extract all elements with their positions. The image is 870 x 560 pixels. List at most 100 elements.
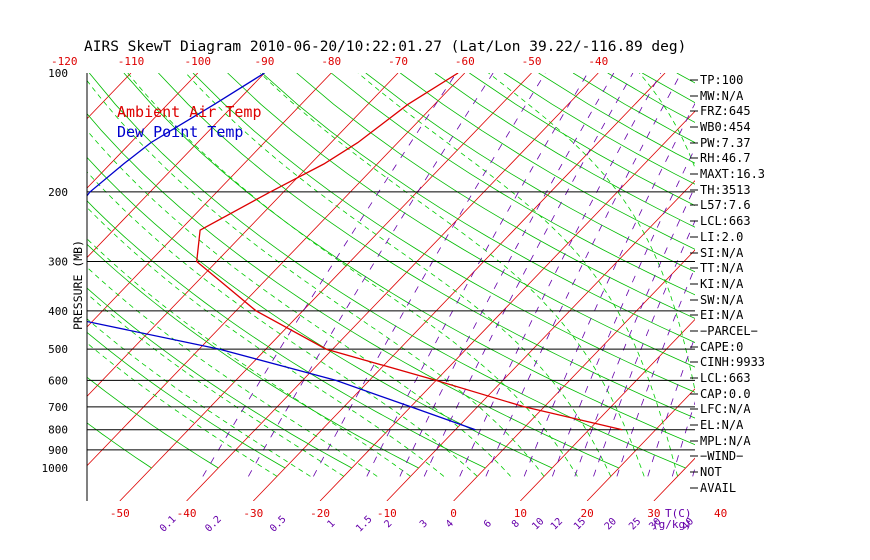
mixing-ratio-line	[523, 102, 695, 477]
dry-adiabat-line	[469, 73, 695, 207]
dry-adiabat-line	[87, 422, 152, 469]
legend-dew-point-temp: Dew Point Temp	[117, 123, 243, 141]
mixing-ratio-tick-label: 3	[418, 518, 430, 530]
index-label: MPL:N/A	[700, 434, 751, 448]
top-temp-tick-label: -40	[588, 55, 608, 68]
dry-adiabat-line	[261, 73, 695, 343]
isotherm-line	[87, 73, 265, 259]
mixing-ratio-tick-label: 0.1	[158, 514, 179, 535]
pressure-tick-label: 1000	[42, 462, 69, 475]
mixing-ratio-tick-label: 10	[530, 516, 546, 532]
index-label: AVAIL	[700, 481, 736, 495]
pressure-tick-label: 100	[48, 67, 68, 80]
pressure-tick-label: 500	[48, 343, 68, 356]
index-label: LFC:N/A	[700, 402, 751, 416]
bottom-temp-tick-label: 20	[580, 507, 593, 520]
index-label: MW:N/A	[700, 89, 744, 103]
index-label: FRZ:645	[700, 104, 751, 118]
dry-adiabat-line	[87, 113, 620, 469]
moist-adiabat-line	[259, 73, 645, 477]
moist-adiabat-line	[185, 73, 612, 477]
pressure-tick-label: 800	[48, 424, 68, 437]
top-temp-tick-label: -70	[388, 55, 408, 68]
bottom-temp-tick-label: 0	[450, 507, 457, 520]
mixing-ratio-line	[366, 73, 589, 477]
dry-adiabat-line	[400, 73, 695, 250]
mixing-ratio-line	[552, 147, 695, 477]
dry-adiabat-line	[87, 331, 286, 469]
top-temp-tick-label: -120	[51, 55, 78, 68]
top-temp-tick-label: -50	[522, 55, 542, 68]
mixing-ratio-line	[423, 73, 634, 477]
isotherm-line	[0, 73, 64, 501]
bottom-temp-tick-label: 30	[647, 507, 660, 520]
dry-adiabat-line	[296, 73, 695, 319]
isotherm-line	[453, 249, 695, 501]
bottom-temp-tick-label: 10	[514, 507, 527, 520]
mixing-ratio-tick-label: 2	[383, 518, 395, 530]
dry-adiabat-line	[87, 376, 219, 469]
mixing-ratio-tick-label: 25	[627, 516, 643, 532]
isotherm-line	[87, 73, 199, 189]
index-label: TT:N/A	[700, 261, 744, 275]
pressure-tick-label: 200	[48, 186, 68, 199]
dry-adiabat-line	[158, 73, 695, 419]
index-label: KI:N/A	[700, 277, 744, 291]
mixing-ratio-line	[313, 73, 546, 477]
top-temp-tick-label: -90	[255, 55, 275, 68]
mixing-ratio-tick-label: 6	[482, 518, 494, 530]
moist-adiabat-line	[87, 342, 278, 477]
x-axis-label-temp: T(C)	[665, 507, 692, 520]
moist-adiabat-line	[87, 129, 511, 477]
pressure-tick-label: 600	[48, 374, 68, 387]
index-label: LCL:663	[700, 371, 751, 385]
bottom-temp-tick-label: -30	[243, 507, 263, 520]
mixing-ratio-tick-label: 1.5	[354, 514, 375, 535]
dry-adiabat-line	[87, 156, 553, 469]
top-temp-tick-label: -110	[118, 55, 145, 68]
mixing-ratio-tick-label: 20	[603, 516, 619, 532]
pressure-tick-label: 300	[48, 255, 68, 268]
isotherm-line	[854, 73, 870, 501]
mixing-ratio-line	[647, 335, 695, 477]
legend-ambient-air-temp: Ambient Air Temp	[117, 103, 262, 121]
mixing-ratio-tick-label: 1	[325, 518, 337, 530]
index-label: NOT	[700, 465, 722, 479]
index-label: RH:46.7	[700, 151, 751, 165]
pressure-tick-label: 700	[48, 401, 68, 414]
index-label: CAP:0.0	[700, 387, 751, 401]
isotherm-line	[653, 457, 695, 501]
index-label: LI:2.0	[700, 230, 743, 244]
mixing-ratio-line	[399, 73, 615, 477]
isotherm-line	[87, 73, 332, 328]
mixing-ratio-line	[248, 73, 494, 477]
dry-adiabat-line	[780, 73, 870, 468]
mixing-ratio-line	[202, 73, 457, 477]
index-label: LCL:663	[700, 214, 751, 228]
dry-adiabat-line	[88, 73, 686, 469]
isotherm-line	[87, 73, 466, 467]
top-temp-tick-label: -80	[321, 55, 341, 68]
mixing-ratio-tick-label: 0.2	[203, 514, 224, 535]
pressure-tick-label: 900	[48, 444, 68, 457]
isotherm-line	[87, 73, 132, 120]
index-label: CINH:9933	[700, 355, 765, 369]
mixing-ratio-tick-label: 8	[510, 518, 522, 530]
index-label: TP:100	[700, 73, 743, 87]
isotherm-line	[787, 73, 870, 501]
mixing-ratio-tick-label: 4	[444, 518, 456, 530]
isotherm-line	[520, 318, 695, 501]
index-label: TH:3513	[700, 183, 751, 197]
isotherm-line	[253, 73, 666, 501]
mixing-ratio-line	[459, 73, 662, 477]
profiles	[87, 73, 623, 431]
index-label: EI:N/A	[700, 308, 744, 322]
dry-adiabat-line	[87, 287, 352, 469]
bottom-temp-tick-label: 40	[714, 507, 727, 520]
isotherm-line	[87, 73, 399, 397]
temperature-profile-line	[196, 73, 623, 431]
dewpoint-profile-line	[87, 73, 476, 431]
moist-adiabat-line	[87, 238, 411, 477]
